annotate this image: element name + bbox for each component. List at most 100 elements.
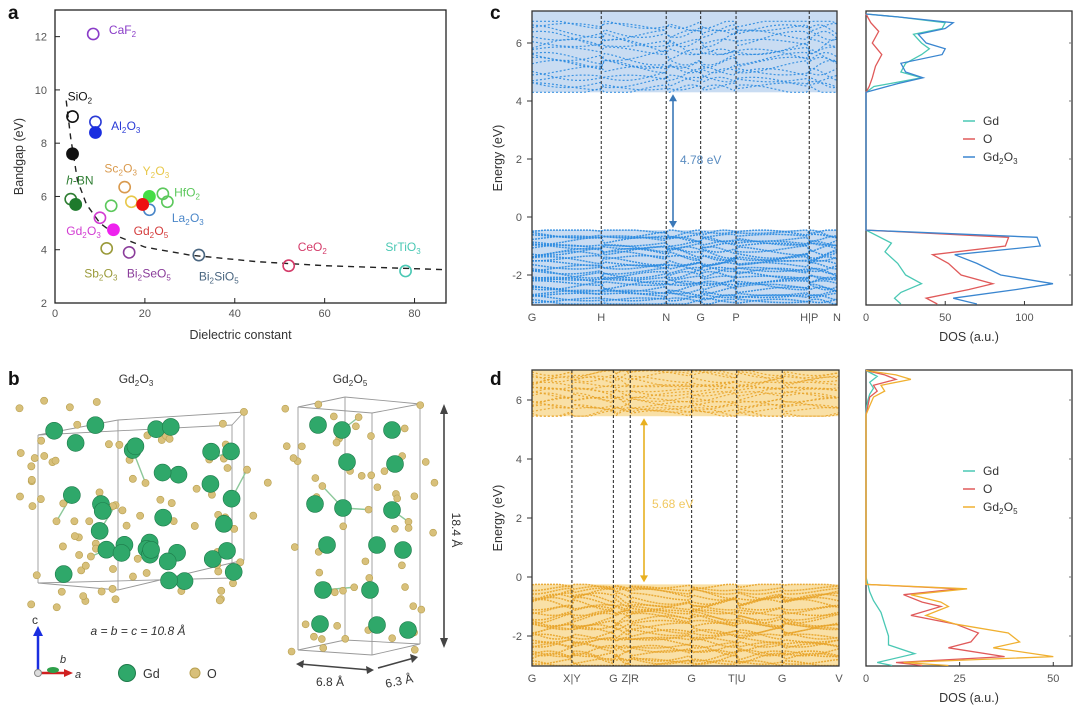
subscript: 5 — [164, 231, 169, 240]
band-line — [531, 369, 840, 377]
arrow-head-down — [669, 221, 677, 229]
band-line — [531, 407, 840, 417]
legend-label: Gd2 O5 — [983, 500, 1018, 516]
text-span: SrTiO — [385, 240, 416, 254]
band-line — [531, 266, 838, 275]
subscript: 5 — [166, 274, 171, 283]
unit-cell-edge — [344, 396, 421, 405]
oxygen-atom — [142, 569, 151, 577]
gadolinium-atom — [66, 434, 85, 452]
band-line — [531, 229, 837, 235]
axis-origin — [34, 669, 42, 677]
oxygen-atom — [214, 567, 223, 576]
gd-legend-icon — [118, 664, 136, 682]
oxygen-atom — [310, 632, 318, 641]
gadolinium-atom — [386, 455, 404, 473]
unit-cell-edge — [117, 411, 245, 421]
o-legend-label: O — [207, 667, 217, 681]
point-label: SiO2 — [68, 90, 93, 106]
y-tick-label: 0 — [516, 212, 522, 224]
text-span: h — [66, 173, 73, 187]
data-point-sio2 — [66, 110, 79, 123]
gap-annotation: 4.78 eV — [680, 153, 721, 167]
text-span: O — [123, 161, 132, 175]
oxygen-atom — [215, 596, 224, 605]
band-line — [532, 280, 838, 287]
gadolinium-atom — [97, 540, 116, 559]
point-label: Gd2 O3 — [66, 224, 101, 240]
panel-label-c: c — [490, 3, 501, 24]
data-point-srtio3 — [399, 264, 412, 278]
band-line — [531, 76, 838, 89]
oxygen-atom — [105, 440, 113, 449]
oxygen-atom — [416, 401, 425, 409]
unit-cell-edge — [37, 577, 233, 584]
oxygen-atom — [401, 583, 409, 591]
y-tick-label: 4 — [41, 245, 47, 257]
gadolinium-atom — [126, 437, 145, 456]
y-tick-label: 6 — [516, 395, 522, 407]
k-point-label: G — [528, 312, 537, 324]
band-line — [531, 406, 840, 413]
gadolinium-atom — [368, 616, 386, 634]
oxygen-atom — [367, 432, 375, 440]
point-label: Bi2 SeO5 — [127, 267, 171, 283]
oxygen-atom — [282, 442, 291, 450]
band-line — [532, 259, 838, 267]
oxygen-atom — [77, 566, 86, 575]
gadolinium-atom — [201, 475, 220, 493]
oxygen-atom — [429, 528, 437, 537]
gadolinium-atom — [63, 486, 81, 504]
oxygen-atom — [108, 585, 117, 593]
unit-cell-edge — [37, 582, 119, 591]
gadolinium-atom — [383, 421, 401, 439]
oxygen-atom — [40, 452, 49, 460]
y-axis-label: Bandgap (eV) — [12, 118, 26, 195]
subscript: 3 — [113, 274, 118, 283]
band-line — [531, 384, 840, 390]
data-point-y2o3 — [125, 195, 138, 209]
band-line — [531, 644, 840, 657]
band-line — [531, 386, 840, 393]
oxygen-atom — [28, 502, 37, 511]
oxygen-atom — [85, 517, 94, 526]
arrow-head-up — [669, 94, 677, 102]
gadolinium-atom — [218, 542, 236, 560]
band-line — [531, 583, 840, 589]
band-line — [531, 397, 840, 408]
subscript: 2 — [150, 231, 155, 240]
subscript: 5 — [234, 276, 239, 285]
x-axis-label: DOS (a.u.) — [939, 691, 999, 705]
oxygen-atom — [290, 543, 299, 551]
oxygen-atom — [118, 506, 127, 515]
band-line — [531, 604, 840, 611]
unit-cell-edge — [371, 403, 421, 414]
legend-label: Gd — [983, 114, 999, 128]
data-point-h-bn — [69, 198, 83, 211]
b-axis-label: b — [60, 654, 66, 666]
dos-line-gd2o5 — [865, 369, 1054, 667]
data-point-hfo2 — [142, 190, 156, 203]
oxygen-atom — [341, 634, 350, 643]
subscript: 3 — [199, 218, 204, 227]
oxygen-atom — [97, 587, 106, 596]
k-point-label: G — [687, 673, 696, 685]
subscript: 2 — [132, 30, 137, 39]
oxygen-atom — [27, 600, 36, 609]
text-span: Gd — [66, 224, 82, 238]
unit-cell-edge — [297, 649, 373, 656]
band-line — [531, 59, 838, 74]
subscript: 2 — [99, 274, 104, 283]
y-tick-label: 4 — [516, 96, 522, 108]
band-line — [531, 610, 840, 621]
oxygen-atom — [133, 554, 142, 563]
gadolinium-atom — [222, 442, 240, 461]
oxygen-atom — [65, 403, 74, 412]
oxygen-atom — [192, 484, 201, 493]
gadolinium-atom — [311, 615, 329, 633]
band-line — [531, 637, 840, 648]
subscript: 3 — [96, 231, 101, 240]
gadolinium-atom — [161, 418, 180, 436]
